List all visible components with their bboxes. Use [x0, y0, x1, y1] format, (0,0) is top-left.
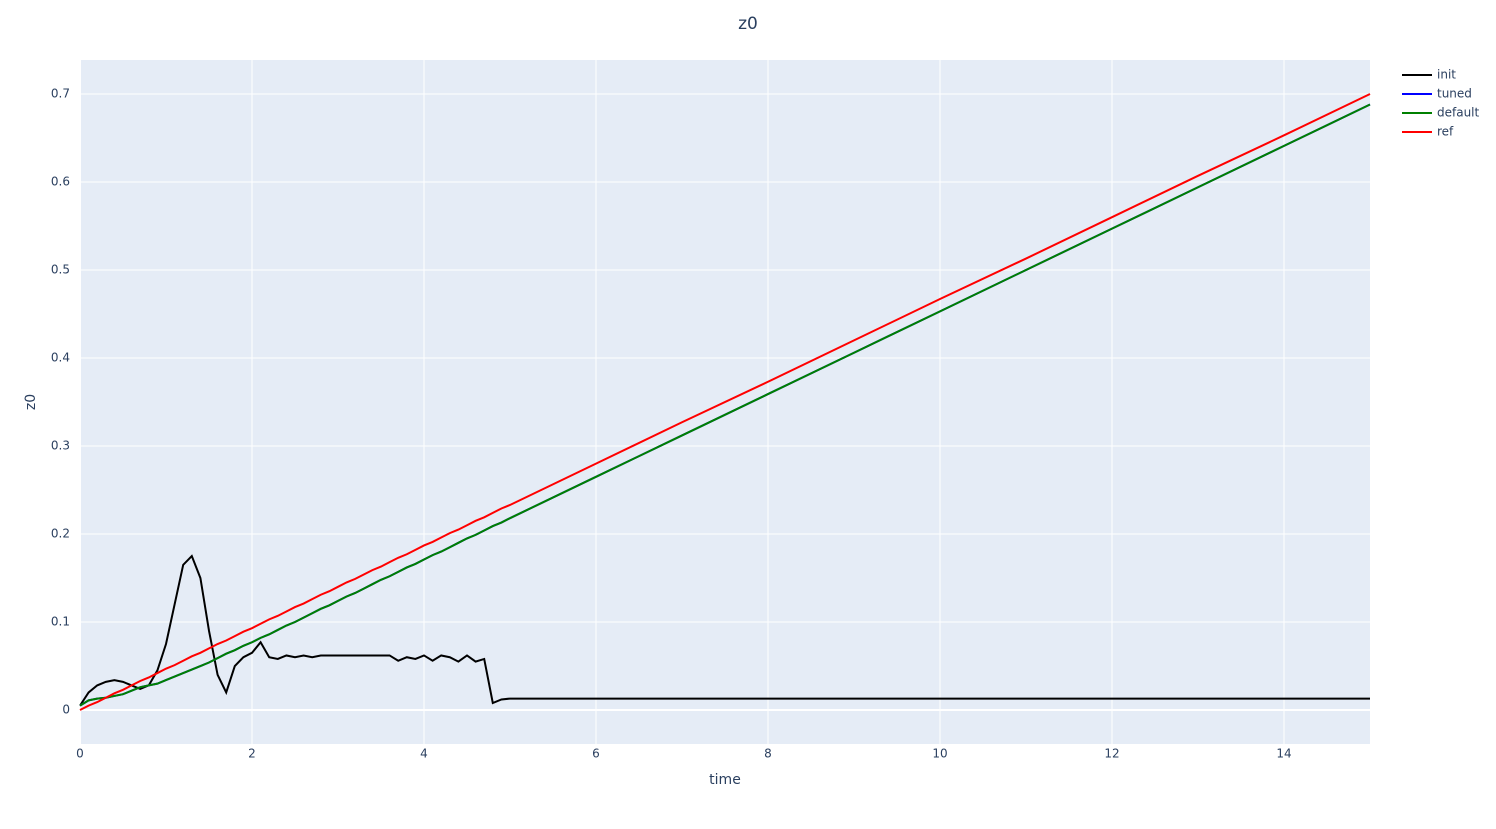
y-tick-label: 0.5 — [51, 262, 70, 276]
y-axis-title: z0 — [23, 394, 39, 410]
series-line — [79, 93, 1371, 711]
y-tick-label: 0.3 — [51, 439, 70, 453]
series-line — [79, 554, 1370, 707]
x-tick-label: 4 — [420, 747, 428, 761]
legend-label: default — [1437, 106, 1480, 120]
y-tick-label: 0.7 — [51, 86, 70, 100]
chart-title: z0 — [738, 14, 758, 34]
y-tick-label: 0.2 — [51, 527, 70, 541]
x-tick-label: 10 — [932, 747, 947, 761]
legend-label: init — [1437, 68, 1456, 82]
legend-label: tuned — [1437, 87, 1472, 101]
y-tick-label: 0.6 — [51, 174, 70, 188]
x-tick-label: 2 — [248, 747, 256, 761]
legend-label: ref — [1437, 125, 1454, 139]
y-tick-label: 0 — [62, 703, 70, 717]
x-tick-label: 0 — [76, 747, 84, 761]
y-tick-label: 0.4 — [51, 350, 70, 364]
y-tick-label: 0.1 — [51, 615, 70, 629]
x-tick-label: 8 — [764, 747, 772, 761]
series-line — [79, 103, 1371, 707]
x-tick-label: 14 — [1276, 747, 1291, 761]
x-tick-label: 6 — [592, 747, 600, 761]
x-tick-label: 12 — [1104, 747, 1119, 761]
x-axis-title: time — [709, 772, 741, 788]
